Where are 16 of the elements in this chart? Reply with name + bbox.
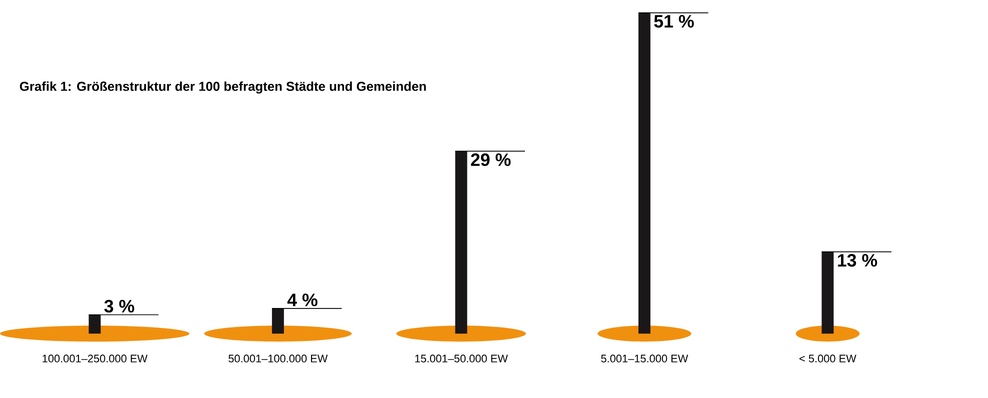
data-label: 4 % [287, 294, 318, 306]
bar [822, 252, 834, 334]
text: Grafik 1: Größenstruktur der 100 befragten Städte und Gemeinden [20, 82, 426, 94]
x-tick-label: 15.001–50.000 EW [415, 354, 508, 363]
bar [455, 151, 468, 334]
x-tick-label: < 5.000 EW [800, 354, 856, 363]
x-tick-label: 50.001–100.000 EW [228, 354, 328, 363]
bar [88, 314, 101, 334]
x-tick-label: 100.001–250.000 EW [42, 354, 148, 363]
data-label: 29 % [470, 154, 511, 166]
data-label: 13 % [838, 254, 878, 267]
x-tick-label: 5.001–15.000 EW [601, 354, 688, 363]
data-label: 3 % [104, 300, 134, 313]
bar [638, 12, 650, 334]
bar [272, 308, 284, 334]
data-label: 51 % [654, 15, 694, 28]
